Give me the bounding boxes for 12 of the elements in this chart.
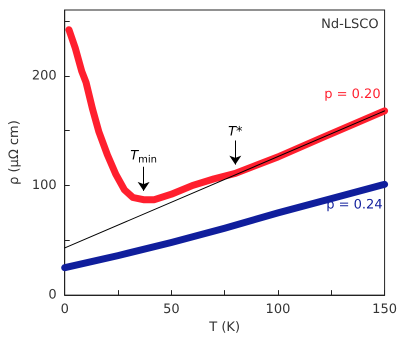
y-tick-label: 0	[48, 288, 57, 303]
x-tick-label: 100	[266, 302, 290, 318]
y-tick-label: 200	[32, 68, 57, 84]
x-tick-label: 150	[372, 302, 398, 318]
series-label: p = 0.20	[324, 86, 381, 102]
annotation: Nd-LSCO	[321, 17, 379, 32]
y-tick-label: 100	[32, 178, 57, 193]
annotation: T*	[228, 124, 244, 140]
x-tick-label: 0	[60, 302, 69, 318]
y-axis-title: ρ (μΩ cm)	[7, 120, 22, 185]
x-tick-label: 50	[163, 302, 180, 318]
x-axis-title: T (K)	[208, 320, 240, 335]
